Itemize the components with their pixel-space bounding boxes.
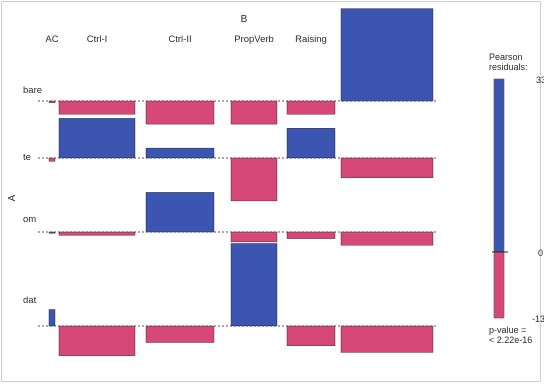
row-label-dat: dat [23,295,37,306]
bar-bare-raising [286,100,336,115]
column-label-ac: AC [45,34,58,45]
legend-negative-bar [493,251,505,319]
bar-dat-propverb [230,243,278,327]
column-label-propverb: PropVerb [234,34,274,45]
bar-te-propverb [230,157,278,202]
bar-bare-propverb [230,100,278,125]
bar-dat-raising [286,325,336,346]
bar-om-propverb [230,231,278,243]
legend-title-line-2: residuals: [489,62,528,72]
bar-om-ac [48,231,56,234]
legend-mid-label: 0 [538,248,543,258]
bar-te-ac [48,157,56,162]
bar-te-modal [340,157,434,178]
legend-max-label: 33 [536,75,544,85]
bar-bare-ctrl-ii [145,100,215,125]
bar-om-modal [340,231,434,246]
row-label-te: te [23,152,31,163]
bar-dat-ctrl-i [58,325,136,356]
bar-bare-ac [48,100,56,103]
bar-dat-ctrl-ii [145,325,215,343]
legend-positive-bar [493,78,505,253]
column-label-ctrl-i: Ctrl-I [87,34,108,45]
bar-dat-modal [340,325,434,353]
row-label-om: om [23,214,36,225]
bar-bare-ctrl-i [58,100,136,115]
row-label-bare: bare [23,85,42,96]
legend-pvalue-line-2: < 2.22e-16 [489,335,532,345]
column-label-ctrl-ii: Ctrl-II [168,34,191,45]
bar-om-ctrl-i [58,231,136,236]
bar-te-ctrl-ii [145,147,215,159]
y-variable-label: A [7,194,18,201]
legend-title-line-1: Pearson [489,52,523,62]
bar-om-ctrl-ii [145,192,215,233]
bar-dat-ac [48,309,56,327]
column-label-raising: Raising [295,34,327,45]
bar-om-raising [286,231,336,239]
legend-pvalue-line-1: p-value = [489,325,526,335]
x-variable-label: B [241,14,248,25]
legend-min-label: -13 [532,314,544,324]
bar-te-ctrl-i [58,118,136,159]
bar-bare-modal [340,8,434,102]
bar-te-raising [286,128,336,159]
